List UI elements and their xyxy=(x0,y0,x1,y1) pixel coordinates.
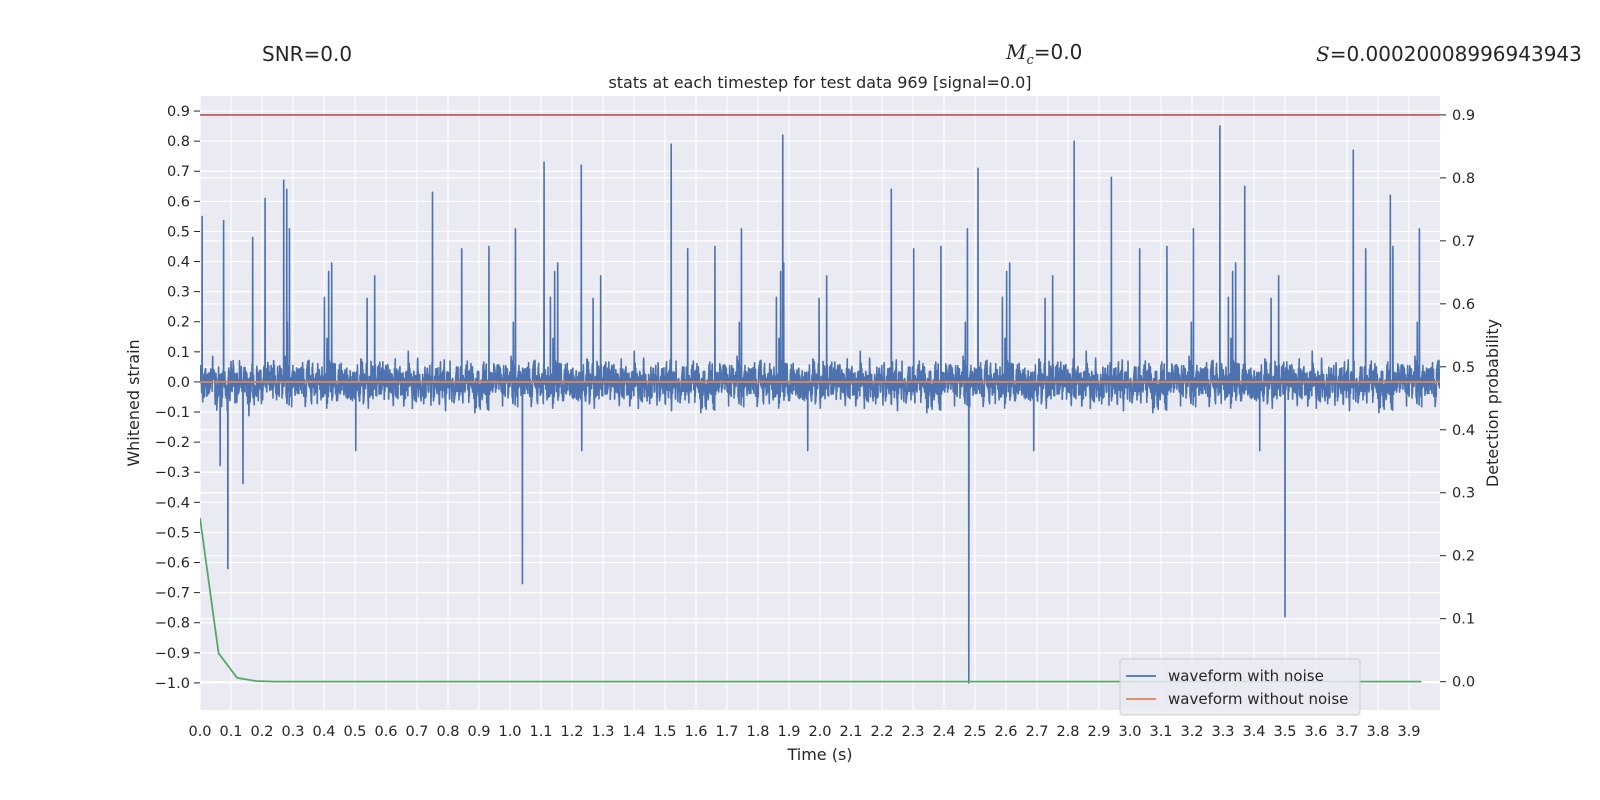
snr-annotation: SNR=0.0 xyxy=(262,42,353,66)
y-tick-label: −0.5 xyxy=(155,525,190,541)
x-tick-label: 0.2 xyxy=(250,724,273,740)
y-tick-label: −0.6 xyxy=(155,556,190,572)
y2-tick-label: 0.4 xyxy=(1452,423,1475,439)
chart-title: stats at each timestep for test data 969… xyxy=(608,73,1031,92)
y2-tick-label: 0.2 xyxy=(1452,549,1475,565)
x-tick-label: 1.0 xyxy=(498,724,521,740)
x-tick-label: 0.9 xyxy=(467,724,490,740)
mc-subscript: c xyxy=(1026,53,1034,68)
x-tick-label: 3.6 xyxy=(1304,724,1327,740)
x-tick-label: 2.6 xyxy=(994,724,1017,740)
y-tick-label: 0.2 xyxy=(167,315,190,331)
x-tick-label: 0.1 xyxy=(219,724,242,740)
x-tick-label: 1.4 xyxy=(622,724,645,740)
y-tick-label: −0.7 xyxy=(155,586,190,602)
x-tick-label: 2.4 xyxy=(932,724,955,740)
y-tick-label: 0.4 xyxy=(167,255,190,271)
s-symbol: S xyxy=(1316,42,1330,66)
legend-label: waveform without noise xyxy=(1168,690,1348,708)
y-tick-label: −0.8 xyxy=(155,616,190,632)
y-tick-label: 0.1 xyxy=(167,345,190,361)
x-tick-label: 2.0 xyxy=(808,724,831,740)
chirp-mass-annotation: Mc=0.0 xyxy=(1006,40,1082,68)
x-tick-label: 3.5 xyxy=(1273,724,1296,740)
x-tick-label: 3.4 xyxy=(1242,724,1265,740)
series-detection-probability xyxy=(200,517,1422,683)
y2-tick-label: 0.5 xyxy=(1452,360,1475,376)
series-layer xyxy=(200,114,1440,684)
x-tick-label: 1.6 xyxy=(684,724,707,740)
y-tick-label: 0.6 xyxy=(167,194,190,210)
s-annotation: S=0.00020008996943943 xyxy=(1316,42,1582,66)
legend-label: waveform with noise xyxy=(1168,667,1324,685)
y2-tick-label: 0.6 xyxy=(1452,297,1475,313)
x-axis: 0.0 0.1 0.2 0.3 0.4 0.5 0.6 0.7 0.8 0.9 1.0 1.1 1.2 1… xyxy=(188,724,1420,740)
x-tick-label: 3.3 xyxy=(1211,724,1234,740)
mc-value: =0.0 xyxy=(1033,40,1083,64)
x-tick-label: 0.7 xyxy=(405,724,428,740)
legend: waveform with noise waveform without nois… xyxy=(1119,658,1361,716)
x-tick-label: 1.7 xyxy=(715,724,738,740)
x-tick-label: 0.3 xyxy=(281,724,304,740)
y-axis-left: 0.9 0.8 0.7 0.6 0.5 0.4 0.3 0.2 0.1 0.0 −0.1 −0.2 −0… xyxy=(155,104,200,692)
x-tick-label: 2.3 xyxy=(901,724,924,740)
x-tick-label: 3.8 xyxy=(1366,724,1389,740)
y-tick-label: 0.5 xyxy=(167,224,190,240)
y-tick-label: −0.9 xyxy=(155,646,190,662)
y2-axis-label: Detection probability xyxy=(1483,319,1502,487)
x-tick-label: 2.5 xyxy=(963,724,986,740)
x-tick-label: 0.0 xyxy=(188,724,211,740)
series-waveform-with-noise xyxy=(200,125,1440,684)
y-tick-label: 0.8 xyxy=(167,134,190,150)
y2-tick-label: 0.1 xyxy=(1452,612,1475,628)
y2-tick-label: 0.7 xyxy=(1452,234,1475,250)
y-tick-label: −0.3 xyxy=(155,465,190,481)
x-tick-label: 3.0 xyxy=(1118,724,1141,740)
x-tick-label: 0.8 xyxy=(436,724,459,740)
x-tick-label: 2.2 xyxy=(870,724,893,740)
x-tick-label: 1.1 xyxy=(529,724,552,740)
x-tick-label: 1.2 xyxy=(560,724,583,740)
y-tick-label: −0.2 xyxy=(155,435,190,451)
legend-box xyxy=(1119,658,1361,716)
x-tick-label: 0.5 xyxy=(343,724,366,740)
y-tick-label: 0.0 xyxy=(167,375,190,391)
y2-tick-label: 0.8 xyxy=(1452,171,1475,187)
x-tick-label: 0.6 xyxy=(374,724,397,740)
y-tick-label: −0.1 xyxy=(155,405,190,421)
x-tick-label: 3.9 xyxy=(1397,724,1420,740)
x-tick-label: 3.7 xyxy=(1335,724,1358,740)
y-tick-label: −1.0 xyxy=(155,676,190,692)
y-axis-label: Whitened strain xyxy=(124,339,143,466)
x-tick-label: 3.2 xyxy=(1180,724,1203,740)
x-tick-label: 2.8 xyxy=(1056,724,1079,740)
grid xyxy=(199,96,1440,710)
y-tick-label: −0.4 xyxy=(155,495,190,511)
x-tick-label: 2.1 xyxy=(839,724,862,740)
x-axis-label: Time (s) xyxy=(786,745,852,764)
y2-tick-label: 0.3 xyxy=(1452,486,1475,502)
y-tick-label: 0.7 xyxy=(167,164,190,180)
s-value: =0.00020008996943943 xyxy=(1329,42,1582,66)
mc-symbol: M xyxy=(1006,40,1027,64)
y-tick-label: 0.3 xyxy=(167,285,190,301)
y2-tick-label: 0.0 xyxy=(1452,675,1475,691)
x-tick-label: 3.1 xyxy=(1149,724,1172,740)
x-tick-label: 2.7 xyxy=(1025,724,1048,740)
y-axis-right: 0.9 0.8 0.7 0.6 0.5 0.4 0.3 0.2 0.1 0.0 xyxy=(1440,108,1475,691)
x-tick-label: 1.3 xyxy=(591,724,614,740)
x-tick-label: 1.5 xyxy=(653,724,676,740)
x-tick-label: 2.9 xyxy=(1087,724,1110,740)
x-tick-label: 1.8 xyxy=(746,724,769,740)
y2-tick-label: 0.9 xyxy=(1452,108,1475,124)
x-tick-label: 0.4 xyxy=(312,724,335,740)
y-tick-label: 0.9 xyxy=(167,104,190,120)
x-tick-label: 1.9 xyxy=(777,724,800,740)
